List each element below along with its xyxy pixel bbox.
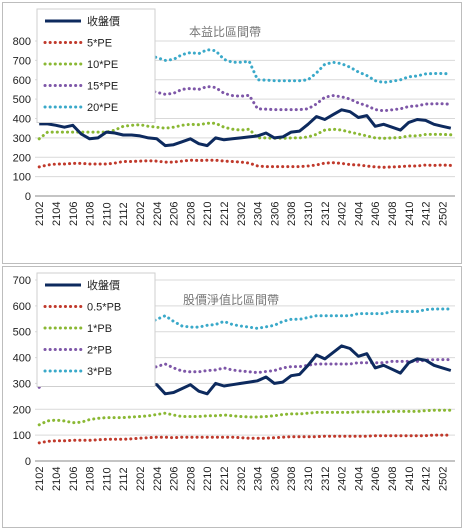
legend: 收盤價 0.5*PB 1*PB 2*PB 3*PB — [36, 272, 156, 387]
x-tick-label: 2208 — [185, 467, 197, 491]
series-line-收盤價 — [39, 108, 452, 148]
x-tick-label: 2404 — [353, 202, 365, 226]
y-tick-label: 200 — [13, 404, 31, 416]
x-tick-label: 2312 — [320, 202, 332, 226]
x-tick-label: 2110 — [101, 467, 113, 491]
x-tick-label: 2204 — [152, 202, 164, 226]
chart-title: 本益比區間帶 — [189, 25, 261, 39]
x-tick-label: 2306 — [269, 202, 281, 226]
x-tick-label: 2310 — [303, 202, 315, 226]
x-tick-label: 2302 — [236, 467, 248, 491]
y-tick-label: 200 — [13, 152, 31, 164]
y-tick-label: 400 — [13, 114, 31, 126]
x-tick-label: 2204 — [152, 467, 164, 491]
x-tick-label: 2106 — [68, 202, 80, 226]
series-line-1*PB — [37, 408, 453, 427]
legend-box — [36, 272, 156, 387]
x-tick-label: 2410 — [404, 202, 416, 226]
x-tick-label: 2412 — [421, 202, 433, 226]
x-tick-label: 2408 — [387, 202, 399, 226]
y-tick-label: 300 — [13, 378, 31, 390]
x-tick-label: 2112 — [118, 202, 130, 226]
y-tick-label: 100 — [13, 172, 31, 184]
x-tick-label: 2210 — [202, 202, 214, 226]
x-tick-label: 2104 — [51, 202, 63, 226]
x-tick-label: 2410 — [404, 467, 416, 491]
y-tick-label: 100 — [13, 430, 31, 442]
y-tick-label: 800 — [13, 36, 31, 48]
legend-label: 10*PE — [87, 59, 118, 71]
series-line-0.5*PB — [37, 433, 453, 445]
x-tick-label: 2108 — [85, 467, 97, 491]
legend-label: 收盤價 — [87, 278, 120, 292]
x-tick-label: 2206 — [169, 467, 181, 491]
x-tick-label: 2208 — [185, 202, 197, 226]
pe-band-chart-svg: 0 100 200 300 400 500 600 700 800 2102 2104 2106 210… — [13, 8, 455, 226]
x-tick-label: 2202 — [135, 202, 147, 226]
x-tick-label: 2312 — [320, 467, 332, 491]
series-line-2*PB — [37, 358, 453, 389]
pb-band-chart: 0 100 200 300 400 500 600 700 2102 2104 2106 2108 21… — [2, 266, 462, 528]
x-tick-label: 2212 — [219, 202, 231, 226]
x-tick-label: 2308 — [286, 202, 298, 226]
series-line-15*PE — [37, 84, 453, 113]
legend-label: 0.5*PB — [87, 302, 121, 314]
legend-label: 1*PB — [87, 323, 112, 335]
x-tick-label: 2502 — [437, 467, 449, 491]
x-tick-label: 2402 — [337, 467, 349, 491]
x-tick-label: 2212 — [219, 467, 231, 491]
legend-label: 5*PE — [87, 38, 112, 50]
pe-band-chart: 0 100 200 300 400 500 600 700 800 2102 2104 2106 210… — [2, 2, 462, 264]
legend-label: 15*PE — [87, 81, 118, 93]
x-tick-label: 2502 — [437, 202, 449, 226]
x-tick-label: 2304 — [253, 202, 265, 226]
x-tick-label: 2102 — [34, 467, 46, 491]
x-tick-label: 2112 — [118, 467, 130, 491]
y-tick-label: 600 — [13, 75, 31, 87]
series-line-3*PB — [37, 307, 453, 352]
y-tick-label: 700 — [13, 55, 31, 67]
y-tick-label: 500 — [13, 327, 31, 339]
x-tick-label: 2304 — [253, 467, 265, 491]
y-tick-label: 0 — [25, 456, 31, 468]
y-tick-label: 600 — [13, 301, 31, 313]
x-tick-label: 2308 — [286, 467, 298, 491]
y-tick-label: 300 — [13, 133, 31, 145]
x-tick-label: 2310 — [303, 467, 315, 491]
series-line-5*PE — [37, 158, 453, 169]
legend-box — [36, 8, 156, 123]
legend-label: 20*PE — [87, 102, 118, 114]
x-tick-label: 2106 — [68, 467, 80, 491]
x-tick-label: 2108 — [85, 202, 97, 226]
x-tick-label: 2104 — [51, 467, 63, 491]
x-tick-label: 2408 — [387, 467, 399, 491]
x-tick-label: 2110 — [101, 202, 113, 226]
x-tick-label: 2406 — [370, 467, 382, 491]
x-tick-label: 2306 — [269, 467, 281, 491]
x-tick-label: 2206 — [169, 202, 181, 226]
x-tick-label: 2102 — [34, 202, 46, 226]
legend: 收盤價 5*PE 10*PE 15*PE 20*PE — [36, 8, 156, 123]
y-tick-label: 700 — [13, 275, 31, 287]
x-tick-label: 2302 — [236, 202, 248, 226]
x-tick-label: 2406 — [370, 202, 382, 226]
legend-label: 3*PB — [87, 366, 112, 378]
legend-label: 2*PB — [87, 345, 112, 357]
legend-label: 收盤價 — [87, 14, 120, 28]
y-tick-label: 400 — [13, 353, 31, 365]
x-tick-label: 2404 — [353, 467, 365, 491]
y-tick-label: 500 — [13, 94, 31, 106]
x-tick-label: 2202 — [135, 467, 147, 491]
x-tick-label: 2210 — [202, 467, 214, 491]
x-tick-label: 2412 — [421, 467, 433, 491]
x-tick-label: 2402 — [337, 202, 349, 226]
pb-band-chart-svg: 0 100 200 300 400 500 600 700 2102 2104 2106 2108 21… — [13, 272, 455, 491]
y-tick-label: 0 — [25, 191, 31, 203]
chart-title: 股價淨值比區間帶 — [183, 292, 279, 307]
